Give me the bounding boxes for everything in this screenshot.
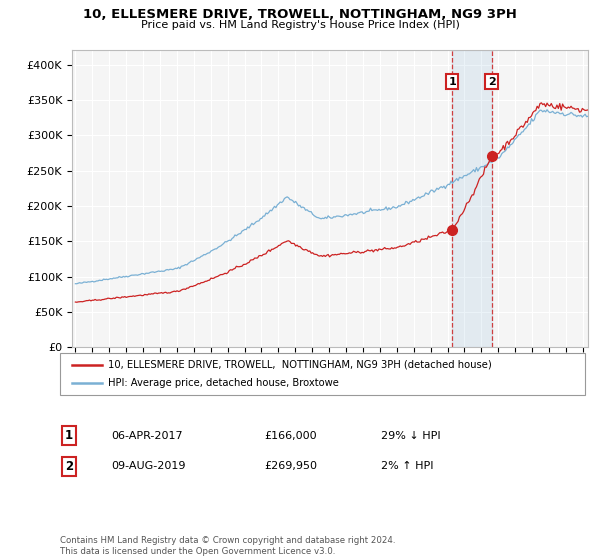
Text: 2: 2: [65, 460, 73, 473]
Text: 09-AUG-2019: 09-AUG-2019: [111, 461, 185, 472]
Text: 10, ELLESMERE DRIVE, TROWELL,  NOTTINGHAM, NG9 3PH (detached house): 10, ELLESMERE DRIVE, TROWELL, NOTTINGHAM…: [108, 360, 492, 370]
Text: 2: 2: [488, 77, 496, 87]
Text: 1: 1: [65, 429, 73, 442]
Text: 1: 1: [448, 77, 456, 87]
Text: HPI: Average price, detached house, Broxtowe: HPI: Average price, detached house, Brox…: [108, 378, 339, 388]
Text: 06-APR-2017: 06-APR-2017: [111, 431, 182, 441]
Bar: [452, 50, 491, 347]
Text: 29% ↓ HPI: 29% ↓ HPI: [381, 431, 440, 441]
Text: £166,000: £166,000: [264, 431, 317, 441]
Text: £269,950: £269,950: [264, 461, 317, 472]
Text: Contains HM Land Registry data © Crown copyright and database right 2024.
This d: Contains HM Land Registry data © Crown c…: [60, 536, 395, 556]
Text: 2% ↑ HPI: 2% ↑ HPI: [381, 461, 433, 472]
Text: 10, ELLESMERE DRIVE, TROWELL, NOTTINGHAM, NG9 3PH: 10, ELLESMERE DRIVE, TROWELL, NOTTINGHAM…: [83, 8, 517, 21]
Text: Price paid vs. HM Land Registry's House Price Index (HPI): Price paid vs. HM Land Registry's House …: [140, 20, 460, 30]
